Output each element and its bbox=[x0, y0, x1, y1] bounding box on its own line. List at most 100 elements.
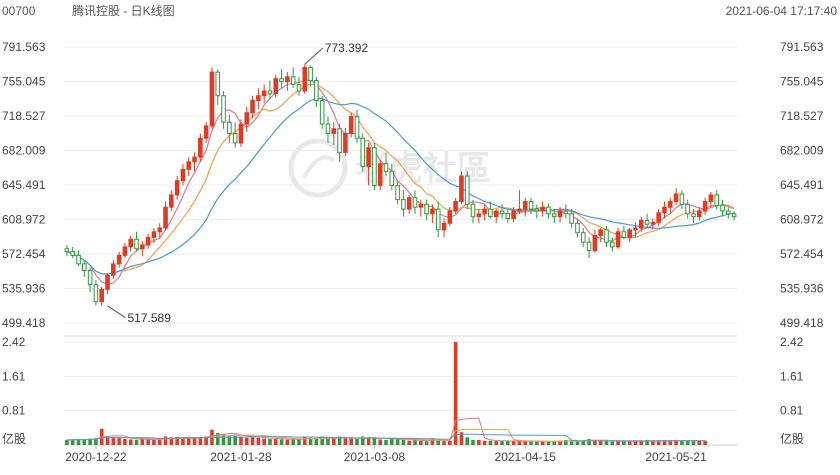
candle-body bbox=[372, 147, 377, 186]
candle-body bbox=[534, 208, 540, 212]
volume-bar bbox=[552, 441, 557, 445]
candle-body bbox=[377, 163, 383, 186]
volume-bar bbox=[157, 439, 162, 445]
moving-average-lines bbox=[66, 79, 735, 443]
price-tick-label-right: 755.045 bbox=[780, 74, 824, 88]
candle-body bbox=[569, 213, 574, 224]
x-tick-label: 2021-03-08 bbox=[344, 450, 406, 464]
candle-body bbox=[412, 197, 418, 208]
volume-bar bbox=[117, 438, 121, 445]
axis-labels: 791.563 791.563 755.045 755.045 718.527 718.5… bbox=[2, 40, 824, 464]
candle-body bbox=[685, 203, 690, 215]
volume-bar bbox=[674, 439, 678, 445]
volume-bar bbox=[517, 440, 522, 445]
candle-body bbox=[151, 231, 157, 238]
volume-bar bbox=[558, 440, 562, 445]
candle-body bbox=[662, 206, 667, 214]
candle-body bbox=[644, 219, 650, 225]
volume-bar bbox=[662, 440, 667, 445]
candle-body bbox=[604, 229, 609, 243]
candle-body bbox=[464, 175, 470, 205]
candle-body bbox=[244, 112, 250, 125]
candle-body bbox=[209, 71, 215, 127]
candle-body bbox=[279, 78, 284, 83]
volume-bar bbox=[105, 436, 110, 445]
volume-bar bbox=[88, 438, 92, 445]
volume-bar bbox=[564, 439, 568, 445]
candle-body bbox=[447, 210, 453, 224]
candle-body bbox=[551, 213, 557, 218]
candle-body bbox=[453, 201, 458, 212]
volume-bar bbox=[598, 440, 603, 445]
candle-body bbox=[221, 95, 226, 123]
volume-bar bbox=[424, 441, 429, 445]
candle-body bbox=[522, 201, 528, 210]
volume-bar bbox=[436, 440, 441, 445]
volume-bar bbox=[152, 439, 156, 445]
volume-bar bbox=[511, 441, 516, 445]
candle-body bbox=[615, 231, 621, 248]
candle-body bbox=[111, 263, 116, 276]
candle-body bbox=[505, 213, 511, 220]
volume-bar bbox=[314, 438, 319, 445]
volume-bar bbox=[297, 439, 301, 445]
volume-bar bbox=[575, 441, 580, 445]
candle-body bbox=[528, 201, 534, 210]
volume-bar bbox=[221, 434, 226, 445]
candle-body bbox=[140, 244, 145, 250]
volume-bar bbox=[250, 437, 255, 445]
volume-bar bbox=[320, 436, 324, 445]
volume-bar bbox=[227, 435, 232, 445]
volume-bar bbox=[65, 439, 69, 445]
annotation-leader bbox=[304, 47, 324, 65]
volume-bar bbox=[76, 439, 81, 445]
volume-bar bbox=[651, 440, 655, 445]
volume-bar bbox=[204, 436, 208, 445]
candle-body bbox=[169, 194, 174, 208]
volume-bar bbox=[622, 441, 626, 445]
price-tick-label-right: 572.454 bbox=[780, 247, 824, 261]
candle-body bbox=[70, 251, 76, 256]
candle-body bbox=[76, 254, 81, 265]
volume-bar bbox=[581, 440, 586, 445]
volume-bar bbox=[111, 437, 116, 445]
volume-bar bbox=[372, 437, 377, 445]
candle-body bbox=[470, 203, 476, 218]
candle-body bbox=[186, 161, 192, 170]
candle-body bbox=[215, 71, 221, 97]
volume-bar bbox=[82, 439, 87, 445]
price-tick-label-left: 718.527 bbox=[2, 109, 46, 123]
candle-body bbox=[650, 221, 656, 225]
volume-bar bbox=[273, 439, 278, 445]
volume-bar bbox=[465, 437, 470, 445]
price-tick-label-left: 535.936 bbox=[2, 282, 46, 296]
candle-body bbox=[430, 208, 435, 215]
volume-bar bbox=[587, 439, 591, 445]
volume-tick-label-right: 1.61 bbox=[780, 369, 804, 383]
candle-body bbox=[586, 241, 592, 252]
x-tick-label: 2021-05-21 bbox=[645, 450, 707, 464]
candle-body bbox=[540, 206, 545, 212]
volume-bar bbox=[407, 440, 412, 445]
candle-body bbox=[459, 175, 464, 203]
candle-body bbox=[290, 76, 296, 85]
volume-bar bbox=[529, 441, 533, 445]
volume-bar bbox=[453, 342, 458, 445]
volume-bar bbox=[546, 441, 551, 445]
price-tick-label-left: 645.491 bbox=[2, 178, 46, 192]
candle-body bbox=[366, 147, 371, 168]
volume-bar bbox=[343, 438, 348, 445]
volume-bar bbox=[378, 439, 382, 445]
volume-bar bbox=[244, 437, 249, 445]
candle-body bbox=[621, 231, 627, 238]
volume-ma20-line bbox=[66, 433, 706, 442]
volume-bar bbox=[256, 437, 261, 445]
candle-body bbox=[308, 66, 313, 82]
chart-datetime: 2021-06-04 17:17:40 bbox=[726, 4, 838, 18]
candle-body bbox=[337, 128, 342, 153]
price-tick-label-right: 535.936 bbox=[780, 282, 824, 296]
volume-bar bbox=[610, 441, 615, 445]
volume-bar bbox=[331, 438, 336, 445]
candle-body bbox=[203, 125, 209, 139]
volume-bar bbox=[349, 438, 353, 445]
